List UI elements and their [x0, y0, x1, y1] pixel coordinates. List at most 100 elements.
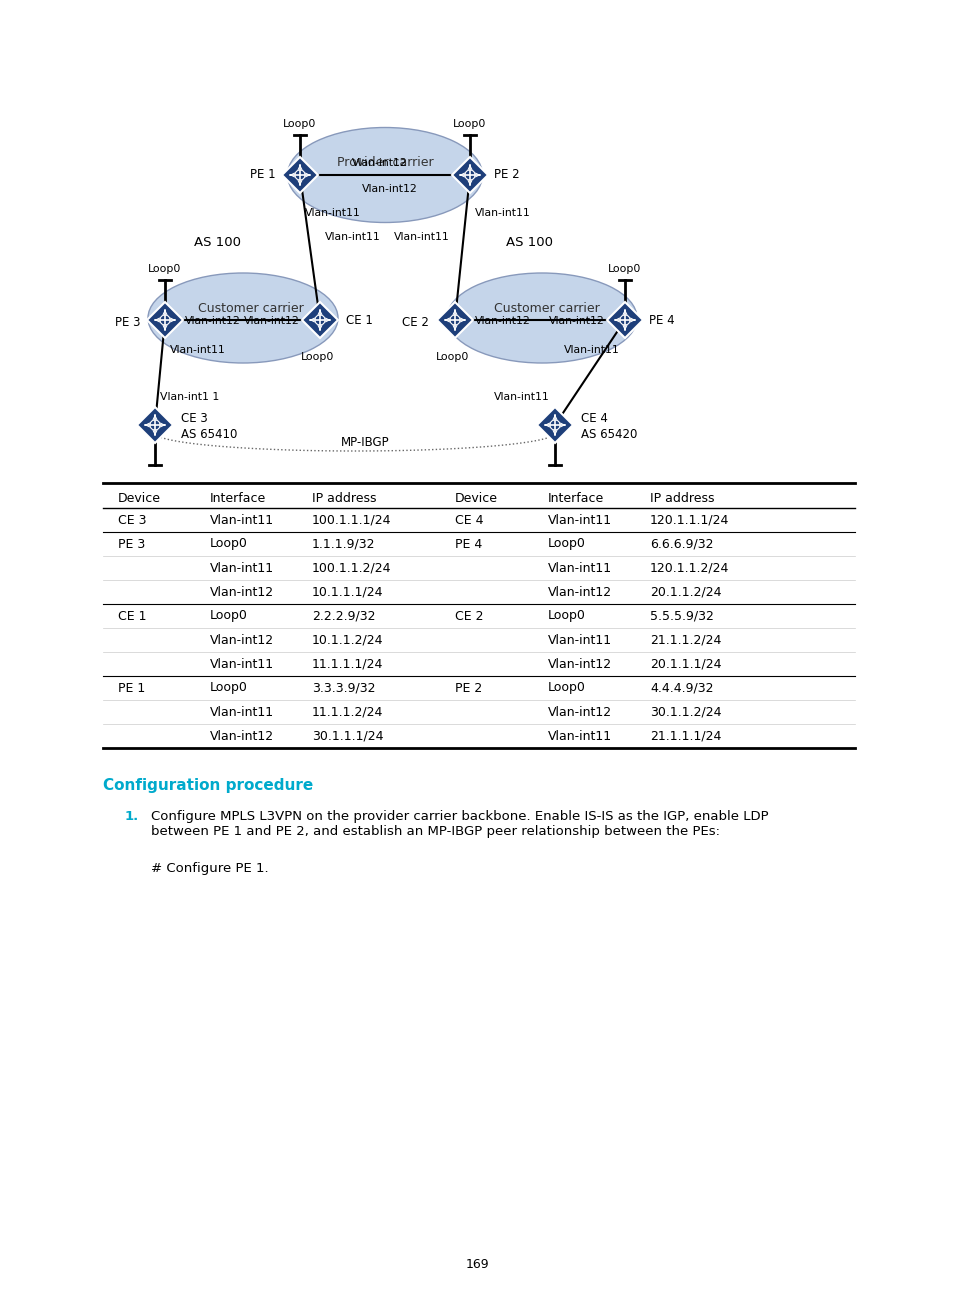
Text: Vlan-int11: Vlan-int11 — [547, 513, 612, 526]
Text: Loop0: Loop0 — [453, 119, 486, 130]
Text: PE 3: PE 3 — [118, 538, 145, 551]
Polygon shape — [436, 302, 473, 338]
Text: IP address: IP address — [649, 491, 714, 504]
Text: AS 65420: AS 65420 — [580, 429, 637, 442]
Text: PE 2: PE 2 — [494, 168, 519, 181]
Text: Vlan-int11: Vlan-int11 — [547, 730, 612, 743]
Text: Vlan-int11: Vlan-int11 — [210, 705, 274, 718]
Text: Vlan-int12: Vlan-int12 — [210, 730, 274, 743]
Text: Vlan-int12: Vlan-int12 — [547, 586, 612, 599]
Text: Loop0: Loop0 — [210, 609, 248, 622]
Text: Vlan-int11: Vlan-int11 — [210, 561, 274, 574]
Polygon shape — [537, 407, 573, 443]
Text: Vlan-int11: Vlan-int11 — [170, 345, 226, 355]
Text: 30.1.1.1/24: 30.1.1.1/24 — [312, 730, 383, 743]
Text: 10.1.1.2/24: 10.1.1.2/24 — [312, 634, 383, 647]
Text: Customer carrier: Customer carrier — [494, 302, 599, 315]
Text: Vlan-int12: Vlan-int12 — [210, 634, 274, 647]
Text: Vlan-int11: Vlan-int11 — [547, 634, 612, 647]
Text: 3.3.3.9/32: 3.3.3.9/32 — [312, 682, 375, 695]
Polygon shape — [147, 302, 183, 338]
Text: Provider carrier: Provider carrier — [336, 157, 433, 170]
Text: AS 65410: AS 65410 — [181, 429, 237, 442]
Text: AS 100: AS 100 — [194, 236, 241, 249]
Text: MP-IBGP: MP-IBGP — [340, 437, 389, 450]
Text: Vlan-int11: Vlan-int11 — [394, 232, 450, 242]
Ellipse shape — [287, 127, 482, 223]
Text: Vlan-int11: Vlan-int11 — [210, 657, 274, 670]
Text: Loop0: Loop0 — [148, 264, 181, 273]
Text: Loop0: Loop0 — [436, 353, 469, 362]
Text: AS 100: AS 100 — [506, 236, 553, 249]
Text: CE 2: CE 2 — [455, 609, 483, 622]
Text: Vlan-int11: Vlan-int11 — [475, 207, 530, 218]
Ellipse shape — [447, 273, 637, 363]
Text: CE 3: CE 3 — [118, 513, 147, 526]
Text: Vlan-int12: Vlan-int12 — [547, 705, 612, 718]
Text: Loop0: Loop0 — [283, 119, 316, 130]
Text: Vlan-int11: Vlan-int11 — [325, 232, 380, 242]
Text: 120.1.1.1/24: 120.1.1.1/24 — [649, 513, 729, 526]
Text: Vlan-int11: Vlan-int11 — [494, 391, 550, 402]
Text: CE 3: CE 3 — [181, 412, 208, 425]
Text: PE 4: PE 4 — [648, 314, 674, 327]
Text: Vlan-int11: Vlan-int11 — [563, 345, 619, 355]
Text: CE 2: CE 2 — [402, 315, 429, 328]
Text: PE 1: PE 1 — [250, 168, 275, 181]
Text: CE 1: CE 1 — [346, 314, 373, 327]
Text: Vlan-int12: Vlan-int12 — [549, 316, 604, 327]
Polygon shape — [606, 302, 642, 338]
Text: Loop0: Loop0 — [547, 682, 585, 695]
Text: 21.1.1.2/24: 21.1.1.2/24 — [649, 634, 720, 647]
Polygon shape — [137, 407, 172, 443]
Text: Vlan-int12: Vlan-int12 — [352, 158, 408, 168]
Text: # Configure PE 1.: # Configure PE 1. — [151, 862, 269, 875]
Text: Loop0: Loop0 — [210, 682, 248, 695]
Text: 10.1.1.1/24: 10.1.1.1/24 — [312, 586, 383, 599]
Polygon shape — [452, 157, 488, 193]
Text: Vlan-int12: Vlan-int12 — [547, 657, 612, 670]
Text: 11.1.1.2/24: 11.1.1.2/24 — [312, 705, 383, 718]
Text: PE 2: PE 2 — [455, 682, 482, 695]
Text: 1.1.1.9/32: 1.1.1.9/32 — [312, 538, 375, 551]
Text: 2.2.2.9/32: 2.2.2.9/32 — [312, 609, 375, 622]
Text: CE 4: CE 4 — [580, 412, 607, 425]
Text: Interface: Interface — [547, 491, 603, 504]
Text: Interface: Interface — [210, 491, 266, 504]
Text: Vlan-int11: Vlan-int11 — [210, 513, 274, 526]
Text: 30.1.1.2/24: 30.1.1.2/24 — [649, 705, 720, 718]
Text: Vlan-int1 1: Vlan-int1 1 — [160, 391, 219, 402]
Text: CE 4: CE 4 — [455, 513, 483, 526]
Text: Vlan-int12: Vlan-int12 — [244, 316, 299, 327]
Text: Loop0: Loop0 — [608, 264, 641, 273]
Text: Loop0: Loop0 — [547, 609, 585, 622]
Text: Loop0: Loop0 — [547, 538, 585, 551]
Text: CE 1: CE 1 — [118, 609, 147, 622]
Text: PE 3: PE 3 — [115, 315, 141, 328]
Text: 120.1.1.2/24: 120.1.1.2/24 — [649, 561, 729, 574]
Text: 5.5.5.9/32: 5.5.5.9/32 — [649, 609, 713, 622]
Text: Vlan-int12: Vlan-int12 — [185, 316, 240, 327]
Text: Device: Device — [118, 491, 161, 504]
Text: IP address: IP address — [312, 491, 376, 504]
Text: 20.1.1.1/24: 20.1.1.1/24 — [649, 657, 720, 670]
Text: Vlan-int12: Vlan-int12 — [210, 586, 274, 599]
Text: Vlan-int11: Vlan-int11 — [305, 207, 360, 218]
Text: 6.6.6.9/32: 6.6.6.9/32 — [649, 538, 713, 551]
Text: Vlan-int12: Vlan-int12 — [362, 184, 417, 194]
Text: Loop0: Loop0 — [210, 538, 248, 551]
Text: Customer carrier: Customer carrier — [198, 302, 304, 315]
Text: 11.1.1.1/24: 11.1.1.1/24 — [312, 657, 383, 670]
Text: Loop0: Loop0 — [301, 353, 335, 362]
Text: PE 4: PE 4 — [455, 538, 482, 551]
Text: Vlan-int12: Vlan-int12 — [475, 316, 530, 327]
Text: 1.: 1. — [125, 810, 139, 823]
Text: 21.1.1.1/24: 21.1.1.1/24 — [649, 730, 720, 743]
Text: 100.1.1.1/24: 100.1.1.1/24 — [312, 513, 391, 526]
Polygon shape — [302, 302, 337, 338]
Text: 100.1.1.2/24: 100.1.1.2/24 — [312, 561, 391, 574]
Text: 4.4.4.9/32: 4.4.4.9/32 — [649, 682, 713, 695]
Text: Configuration procedure: Configuration procedure — [103, 778, 313, 793]
Text: Device: Device — [455, 491, 497, 504]
Text: Vlan-int11: Vlan-int11 — [547, 561, 612, 574]
